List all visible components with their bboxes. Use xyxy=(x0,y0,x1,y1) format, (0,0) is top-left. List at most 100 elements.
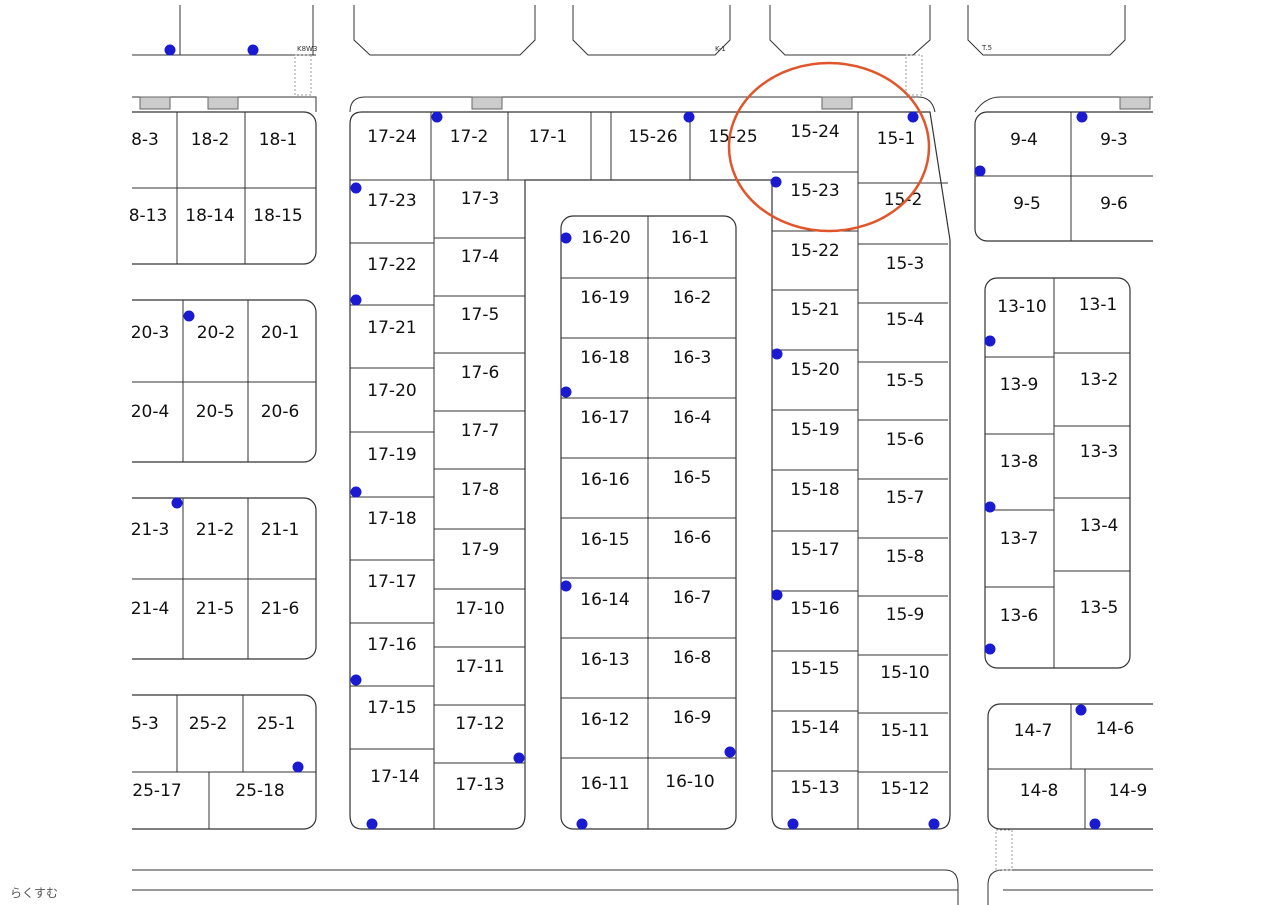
mask xyxy=(1153,0,1280,905)
lot-label: 20-1 xyxy=(261,323,300,343)
lot-label: 17-12 xyxy=(455,714,504,734)
lot-label: 14-9 xyxy=(1109,781,1148,801)
lot-label: 21-6 xyxy=(261,599,300,619)
service-marker xyxy=(724,746,736,758)
service-marker xyxy=(770,176,782,188)
lot-label: 17-20 xyxy=(367,381,416,401)
lot-label: 20-6 xyxy=(261,402,300,422)
lot-label: 15-9 xyxy=(886,605,925,625)
lot-label: 15-18 xyxy=(790,480,839,500)
lot-label: 17-22 xyxy=(367,255,416,275)
lot-label: 16-4 xyxy=(673,408,712,428)
lot-label: 16-2 xyxy=(673,288,712,308)
lot-label: 15-6 xyxy=(886,430,925,450)
lot-label: 21-1 xyxy=(261,520,300,540)
service-marker xyxy=(350,294,362,306)
lot-label: 15-13 xyxy=(790,778,839,798)
service-marker xyxy=(771,348,783,360)
lot-label: 15-24 xyxy=(790,122,839,142)
service-marker xyxy=(513,752,525,764)
service-marker xyxy=(576,818,588,830)
lot-label: 16-5 xyxy=(673,468,712,488)
lot-label: 15-22 xyxy=(790,241,839,261)
lot-label: 15-1 xyxy=(877,129,916,149)
lot-label: 13-3 xyxy=(1080,442,1119,462)
lot-label: 16-13 xyxy=(580,650,629,670)
service-marker xyxy=(984,501,996,513)
lot-label: 17-19 xyxy=(367,445,416,465)
lot-label: 17-11 xyxy=(455,657,504,677)
lot-label: 17-18 xyxy=(367,509,416,529)
lot-label: 15-12 xyxy=(880,779,929,799)
lot-label: 15-19 xyxy=(790,420,839,440)
lot-label: 15-4 xyxy=(886,310,925,330)
service-marker xyxy=(974,165,986,177)
service-marker xyxy=(1076,111,1088,123)
lot-label: 21-5 xyxy=(196,599,235,619)
lot-label: 16-15 xyxy=(580,530,629,550)
service-marker xyxy=(164,44,176,56)
service-marker xyxy=(292,761,304,773)
lot-label: 9-5 xyxy=(1013,194,1041,214)
lot-label: 13-5 xyxy=(1080,598,1119,618)
lot-label: 20-5 xyxy=(196,402,235,422)
lot-label: 5-3 xyxy=(131,714,159,734)
service-marker xyxy=(984,335,996,347)
lot-label: 14-7 xyxy=(1014,721,1053,741)
lot-label: 17-15 xyxy=(367,698,416,718)
lot-label: 16-7 xyxy=(673,588,712,608)
service-marker xyxy=(560,580,572,592)
lot-label: 14-6 xyxy=(1096,719,1135,739)
service-marker xyxy=(787,818,799,830)
lot-label: 17-3 xyxy=(461,189,500,209)
lot-label: 15-11 xyxy=(880,721,929,741)
lot-label: 16-16 xyxy=(580,470,629,490)
lot-label: 17-21 xyxy=(367,318,416,338)
logo: らくすむ xyxy=(10,886,58,900)
service-marker xyxy=(350,182,362,194)
lot-label: 15-15 xyxy=(790,659,839,679)
road-label: K-1 xyxy=(715,45,726,53)
lot-label: 25-18 xyxy=(235,781,284,801)
lot-label: 17-5 xyxy=(461,305,500,325)
lot-label: 14-8 xyxy=(1020,781,1059,801)
lot-label: 15-21 xyxy=(790,300,839,320)
lot-label: 25-1 xyxy=(257,714,296,734)
roads xyxy=(132,5,1153,905)
service-marker xyxy=(928,818,940,830)
lot-label: 13-4 xyxy=(1080,516,1119,536)
lot-label: 13-10 xyxy=(997,297,1046,317)
service-marker xyxy=(1075,704,1087,716)
service-marker xyxy=(171,497,183,509)
lot-label: 9-3 xyxy=(1100,130,1128,150)
lot-label: 13-1 xyxy=(1079,295,1118,315)
service-marker xyxy=(560,232,572,244)
lot-label: 15-17 xyxy=(790,540,839,560)
lot-label: 16-19 xyxy=(580,288,629,308)
lot-label: 9-6 xyxy=(1100,194,1128,214)
lot-label: 21-2 xyxy=(196,520,235,540)
lot-label: 21-3 xyxy=(131,520,170,540)
lot-label: 18-15 xyxy=(253,206,302,226)
lot-label: 13-2 xyxy=(1080,370,1119,390)
lot-label: 15-3 xyxy=(886,254,925,274)
lot-label: 17-14 xyxy=(370,767,419,787)
service-marker xyxy=(431,111,443,123)
service-marker xyxy=(771,589,783,601)
lot-label: 16-11 xyxy=(580,774,629,794)
service-marker xyxy=(366,818,378,830)
lot-label: 25-2 xyxy=(189,714,228,734)
service-marker xyxy=(560,386,572,398)
lot-label: 17-24 xyxy=(367,127,416,147)
service-marker xyxy=(247,44,259,56)
lot-label: 16-17 xyxy=(580,408,629,428)
lot-label: 13-7 xyxy=(1000,529,1039,549)
lot-label: 17-2 xyxy=(450,127,489,147)
service-marker xyxy=(984,643,996,655)
mask xyxy=(0,0,132,860)
lot-label: 15-25 xyxy=(708,127,757,147)
lot-label: 17-17 xyxy=(367,572,416,592)
lot-label: 15-10 xyxy=(880,663,929,683)
